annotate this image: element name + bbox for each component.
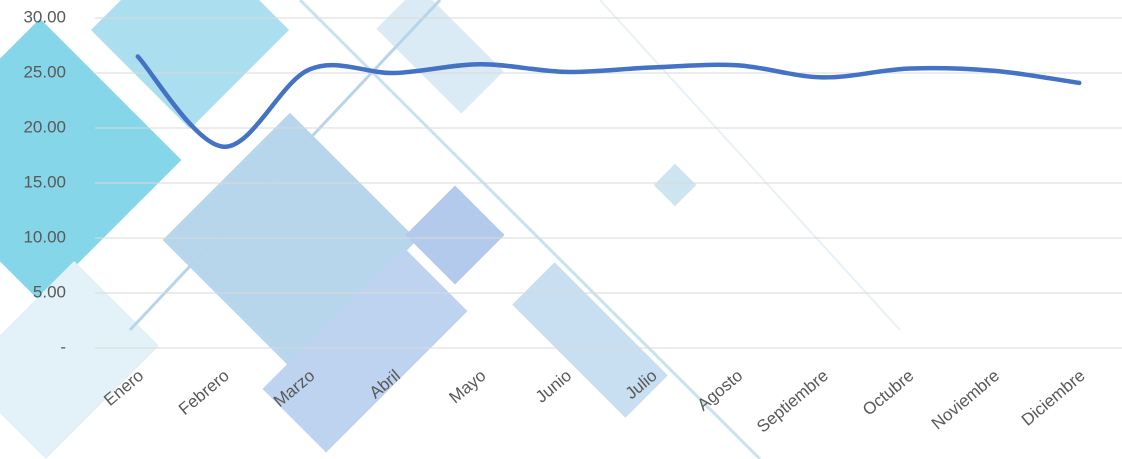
x-tick-label: Junio — [532, 366, 575, 407]
y-tick-label: 10.00 — [23, 227, 66, 246]
line-series — [135, 54, 1082, 149]
y-tick-label: 15.00 — [23, 172, 66, 191]
x-tick-label: Febrero — [175, 366, 233, 419]
y-tick-label: 5.00 — [33, 282, 66, 301]
y-tick-label: 30.00 — [23, 7, 66, 26]
x-tick-label: Septiembre — [753, 366, 832, 436]
x-tick-label: Octubre — [859, 366, 918, 419]
background-decoration — [0, 0, 901, 459]
x-tick-label: Diciembre — [1018, 366, 1089, 430]
y-tick-label: - — [60, 337, 66, 356]
x-tick-label: Noviembre — [928, 366, 1003, 433]
x-tick-label: Agosto — [694, 366, 747, 415]
x-tick-label: Mayo — [446, 366, 490, 407]
y-tick-label: 25.00 — [23, 62, 66, 81]
y-tick-label: 20.00 — [23, 117, 66, 136]
